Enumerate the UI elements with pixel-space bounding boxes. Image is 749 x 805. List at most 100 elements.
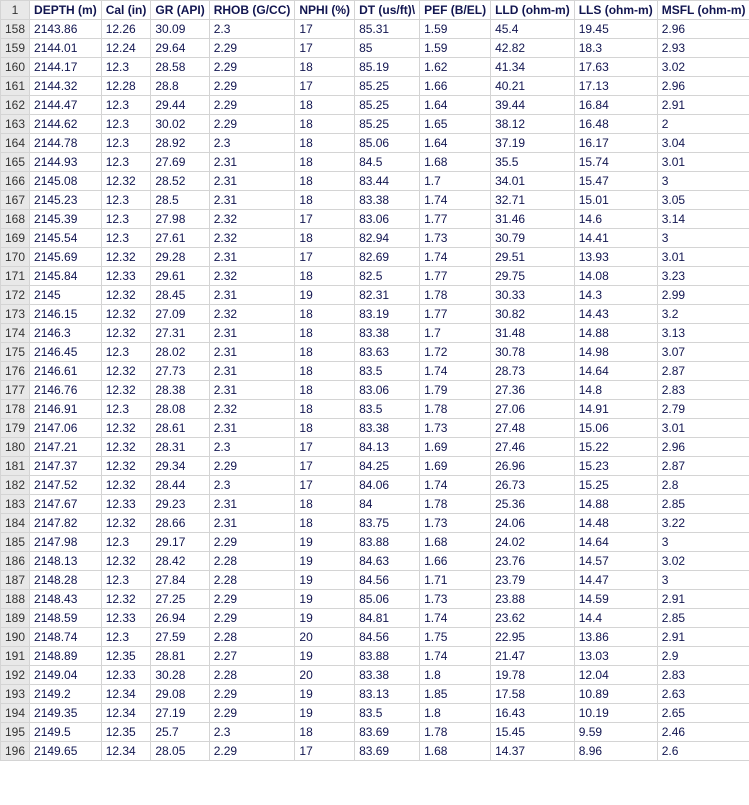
cell[interactable]: 2146.45	[30, 343, 102, 362]
cell[interactable]: 28.08	[151, 400, 209, 419]
cell[interactable]: 29.64	[151, 39, 209, 58]
cell[interactable]: 1.65	[420, 115, 491, 134]
cell[interactable]: 1.64	[420, 134, 491, 153]
cell[interactable]: 14.48	[574, 514, 657, 533]
cell[interactable]: 2.46	[657, 723, 749, 742]
cell[interactable]: 2.27	[209, 647, 295, 666]
cell[interactable]: 35.5	[491, 153, 575, 172]
cell[interactable]: 3.02	[657, 552, 749, 571]
cell[interactable]: 12.3	[101, 533, 151, 552]
cell[interactable]: 12.34	[101, 742, 151, 761]
cell[interactable]: 2147.98	[30, 533, 102, 552]
cell[interactable]: 12.32	[101, 457, 151, 476]
cell[interactable]: 14.8	[574, 381, 657, 400]
cell[interactable]: 18	[295, 514, 355, 533]
cell[interactable]: 2145.39	[30, 210, 102, 229]
cell[interactable]: 2143.86	[30, 20, 102, 39]
cell[interactable]: 1.68	[420, 153, 491, 172]
cell[interactable]: 19	[295, 590, 355, 609]
cell[interactable]: 2.91	[657, 590, 749, 609]
cell[interactable]: 15.74	[574, 153, 657, 172]
cell[interactable]: 9.59	[574, 723, 657, 742]
cell[interactable]: 31.48	[491, 324, 575, 343]
cell[interactable]: 14.43	[574, 305, 657, 324]
cell[interactable]: 82.94	[355, 229, 420, 248]
cell[interactable]: 3.2	[657, 305, 749, 324]
cell[interactable]: 12.33	[101, 495, 151, 514]
cell[interactable]: 2.3	[209, 20, 295, 39]
cell[interactable]: 1.73	[420, 514, 491, 533]
cell[interactable]: 2149.2	[30, 685, 102, 704]
cell[interactable]: 2.31	[209, 495, 295, 514]
cell[interactable]: 12.3	[101, 153, 151, 172]
cell[interactable]: 19	[295, 685, 355, 704]
cell[interactable]: 2	[657, 115, 749, 134]
cell[interactable]: 2147.21	[30, 438, 102, 457]
cell[interactable]: 28.45	[151, 286, 209, 305]
cell[interactable]: 25.36	[491, 495, 575, 514]
cell[interactable]: 18	[295, 400, 355, 419]
cell[interactable]: 83.38	[355, 666, 420, 685]
cell[interactable]: 2.31	[209, 362, 295, 381]
cell[interactable]: 2148.43	[30, 590, 102, 609]
cell[interactable]: 2144.32	[30, 77, 102, 96]
cell[interactable]: 27.84	[151, 571, 209, 590]
cell[interactable]: 12.32	[101, 362, 151, 381]
cell[interactable]: 27.36	[491, 381, 575, 400]
cell[interactable]: 84.25	[355, 457, 420, 476]
cell[interactable]: 2.29	[209, 609, 295, 628]
cell[interactable]: 12.3	[101, 229, 151, 248]
cell[interactable]: 2.28	[209, 628, 295, 647]
cell[interactable]: 2.29	[209, 77, 295, 96]
cell[interactable]: 1.79	[420, 381, 491, 400]
cell[interactable]: 27.31	[151, 324, 209, 343]
cell[interactable]: 3.13	[657, 324, 749, 343]
cell[interactable]: 1.59	[420, 39, 491, 58]
cell[interactable]: 3.04	[657, 134, 749, 153]
cell[interactable]: 2146.61	[30, 362, 102, 381]
cell[interactable]: 2.29	[209, 457, 295, 476]
cell[interactable]: 19	[295, 571, 355, 590]
cell[interactable]: 1.78	[420, 495, 491, 514]
cell[interactable]: 2.31	[209, 172, 295, 191]
cell[interactable]: 1.77	[420, 210, 491, 229]
cell[interactable]: 2146.91	[30, 400, 102, 419]
cell[interactable]: 10.89	[574, 685, 657, 704]
cell[interactable]: 3.01	[657, 248, 749, 267]
cell[interactable]: 2.83	[657, 381, 749, 400]
cell[interactable]: 18	[295, 362, 355, 381]
cell[interactable]: 83.06	[355, 381, 420, 400]
cell[interactable]: 1.73	[420, 590, 491, 609]
cell[interactable]: 2145.08	[30, 172, 102, 191]
cell[interactable]: 12.04	[574, 666, 657, 685]
cell[interactable]: 2.31	[209, 419, 295, 438]
cell[interactable]: 3.05	[657, 191, 749, 210]
cell[interactable]: 18	[295, 495, 355, 514]
cell[interactable]: 2149.5	[30, 723, 102, 742]
cell[interactable]: 18	[295, 191, 355, 210]
cell[interactable]: 12.26	[101, 20, 151, 39]
cell[interactable]: 2.96	[657, 77, 749, 96]
cell[interactable]: 12.32	[101, 324, 151, 343]
cell[interactable]: 2.65	[657, 704, 749, 723]
cell[interactable]: 39.44	[491, 96, 575, 115]
cell[interactable]: 1.72	[420, 343, 491, 362]
cell[interactable]: 2.63	[657, 685, 749, 704]
cell[interactable]: 30.09	[151, 20, 209, 39]
cell[interactable]: 1.73	[420, 419, 491, 438]
cell[interactable]: 83.06	[355, 210, 420, 229]
cell[interactable]: 29.34	[151, 457, 209, 476]
cell[interactable]: 12.34	[101, 685, 151, 704]
cell[interactable]: 28.8	[151, 77, 209, 96]
cell[interactable]: 12.32	[101, 476, 151, 495]
cell[interactable]: 2147.06	[30, 419, 102, 438]
cell[interactable]: 83.63	[355, 343, 420, 362]
cell[interactable]: 1.71	[420, 571, 491, 590]
cell[interactable]: 27.73	[151, 362, 209, 381]
cell[interactable]: 2.31	[209, 153, 295, 172]
cell[interactable]: 3.23	[657, 267, 749, 286]
cell[interactable]: 2144.01	[30, 39, 102, 58]
cell[interactable]: 22.95	[491, 628, 575, 647]
cell[interactable]: 2.29	[209, 115, 295, 134]
cell[interactable]: 17.13	[574, 77, 657, 96]
